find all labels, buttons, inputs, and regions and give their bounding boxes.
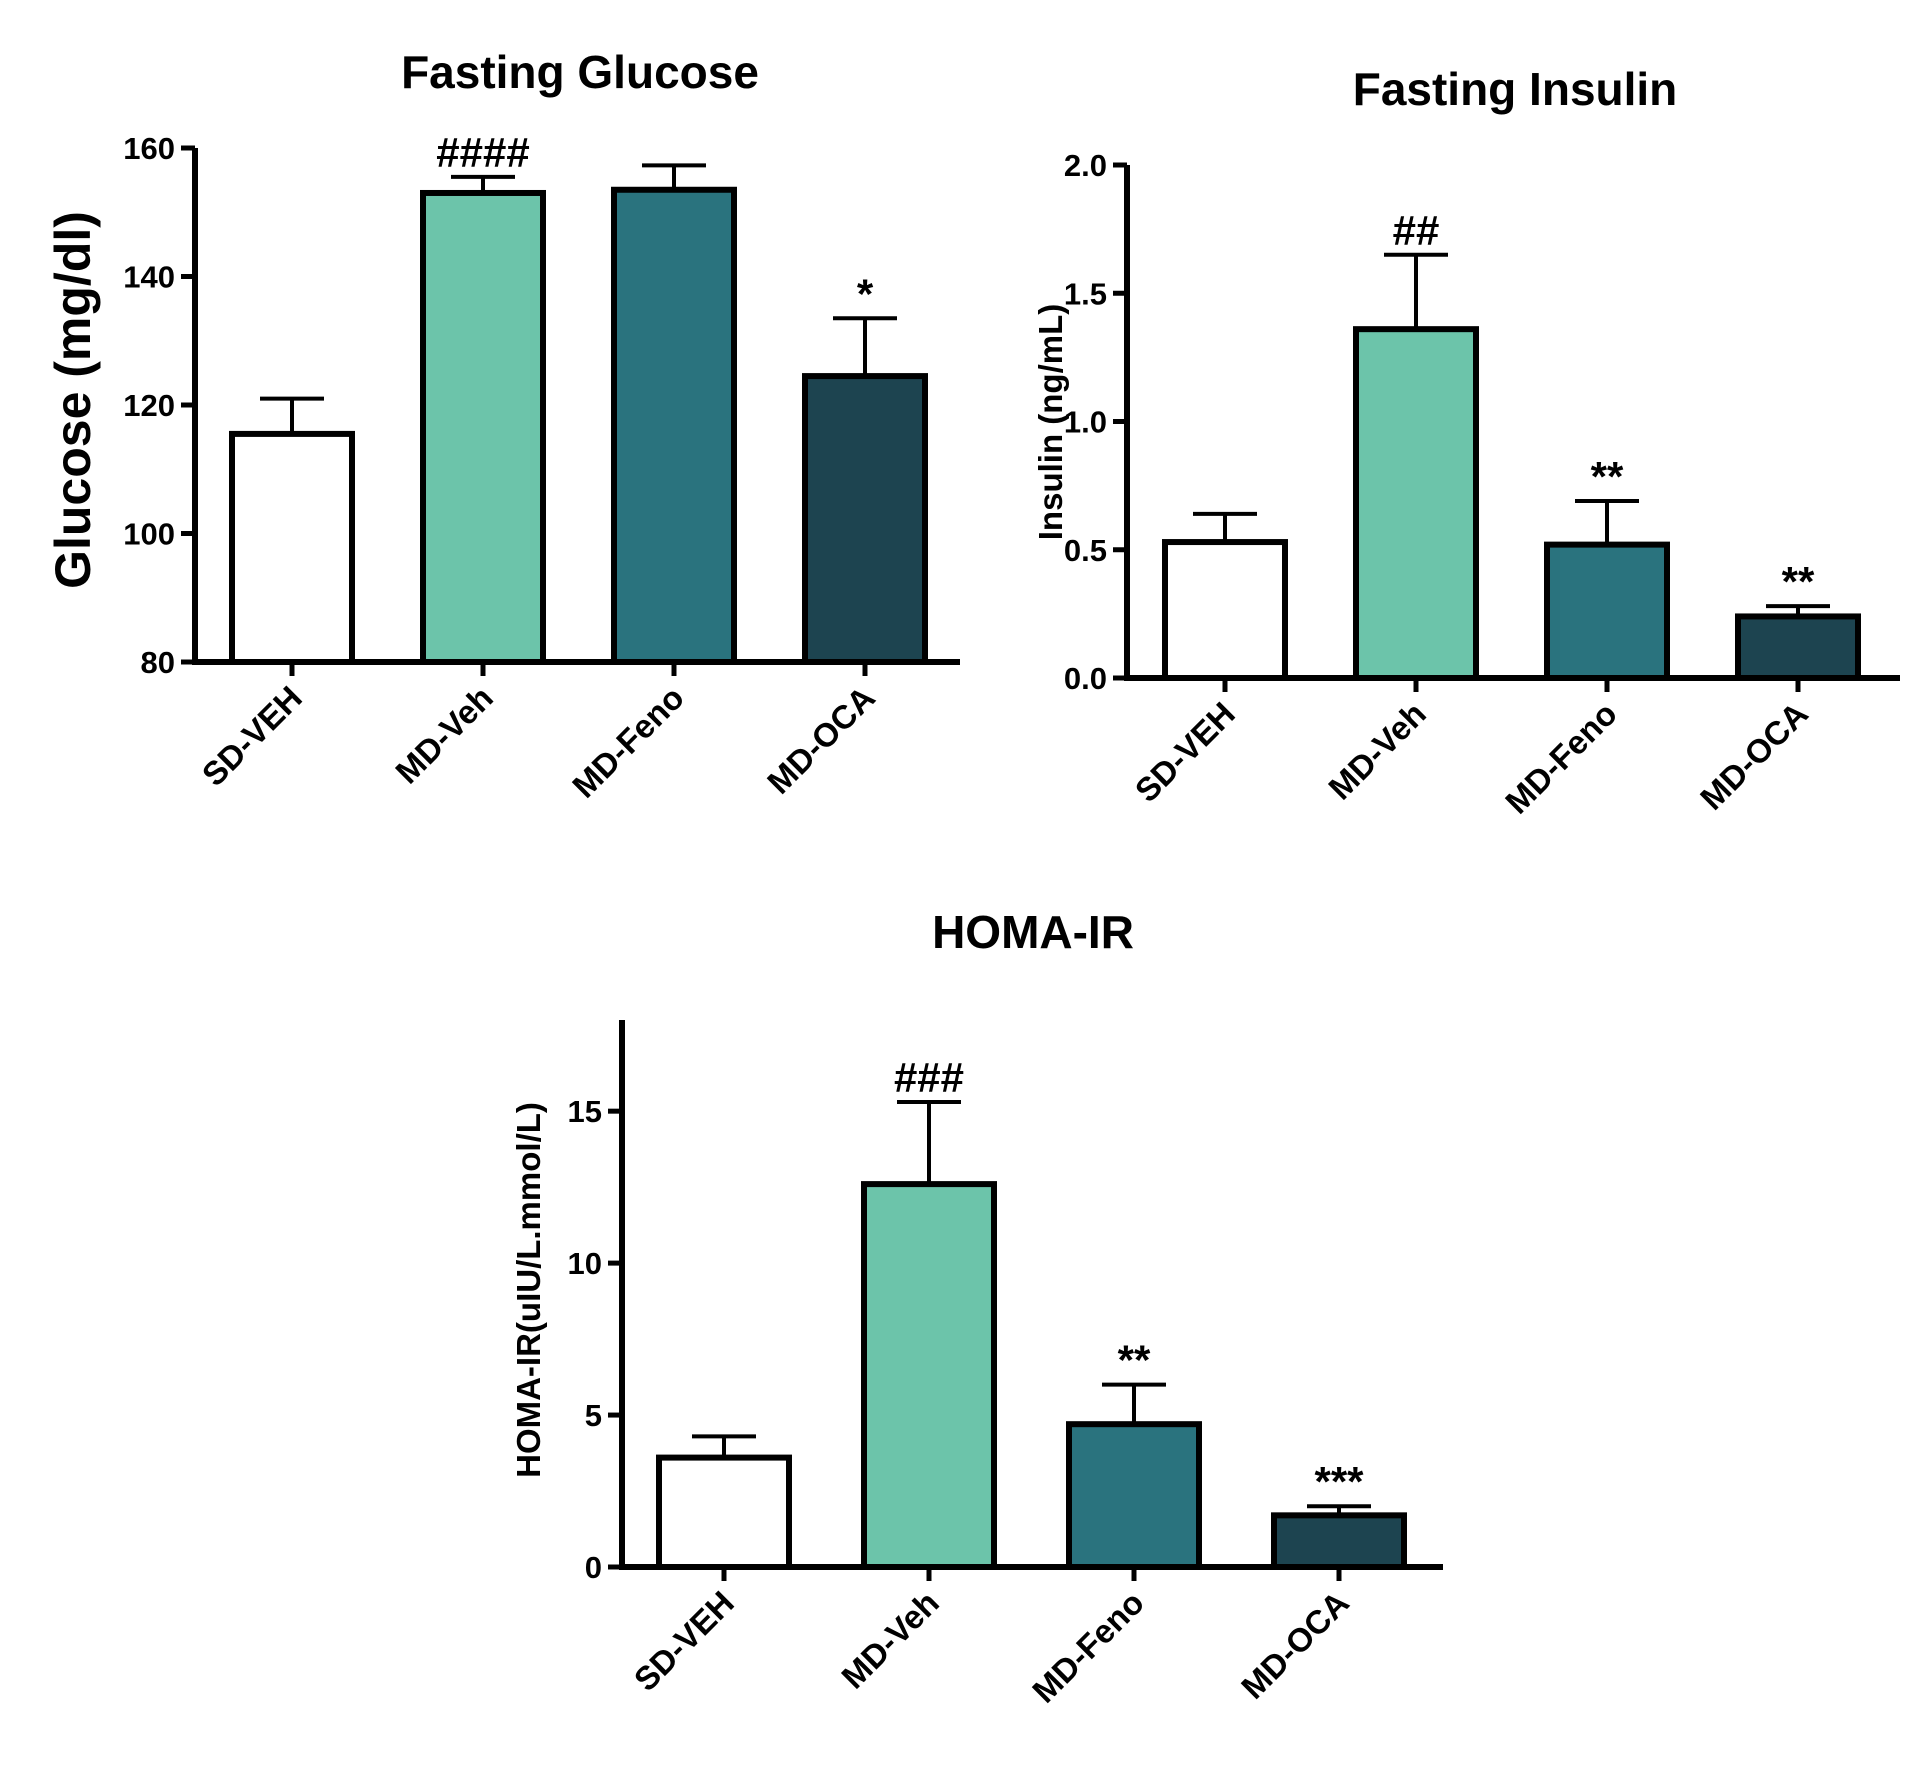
y-axis-label: Insulin (ng/mL) [1032,304,1069,540]
fasting-insulin-chart: Fasting Insulin Insulin (ng/mL) ## ** ** 0.… [1032,63,1900,821]
x-tick-label: MD-Feno [1025,1584,1151,1710]
bar [656,1454,792,1570]
x-tick-label: MD-Veh [1321,695,1433,807]
significance-label: ## [1393,207,1440,254]
y-axis-label: Glucose (mg/dl) [45,211,101,589]
y-tick-label: 10 [568,1246,602,1281]
fasting-glucose-chart: Fasting Glucose Glucose (mg/dl) #### * 80 1… [45,46,960,805]
x-tick-label: MD-OCA [1693,695,1815,817]
bar [802,373,928,665]
bar [1353,326,1479,681]
y-tick-label: 2.0 [1064,148,1107,183]
plot-marks: ## ** ** 0.0 0.5 1.0 1.5 2.0 SD-VEH MD-Veh MD-Feno… [1064,148,1900,821]
chart-title: HOMA-IR [932,906,1134,958]
x-tick-label: MD-OCA [760,679,882,801]
y-tick-label: 160 [123,131,175,166]
y-tick-label: 1.5 [1064,276,1107,311]
y-tick-label: 1.0 [1064,405,1107,440]
bar [1544,541,1670,681]
chart-title: Fasting Insulin [1353,63,1678,115]
x-tick-label: MD-Veh [834,1584,946,1696]
bar [229,430,355,665]
bar [1162,539,1288,681]
x-tick-label: MD-OCA [1234,1584,1356,1706]
y-tick-label: 0 [585,1550,602,1585]
significance-label: ** [1591,453,1624,500]
significance-label: #### [436,129,529,176]
y-tick-label: 120 [123,388,175,423]
y-tick-label: 15 [568,1094,602,1129]
y-tick-label: 5 [585,1398,602,1433]
y-axis-label: HOMA-IR(uIU/L.mmol/L) [510,1102,547,1478]
y-tick-label: 100 [123,517,175,552]
significance-label: *** [1314,1458,1364,1505]
bar [611,186,737,665]
plot-marks: #### * 80 100 120 140 160 SD-VEH MD-Veh MD-Feno MD… [123,129,960,805]
significance-label: ** [1118,1337,1151,1384]
y-tick-label: 140 [123,260,175,295]
chart-title: Fasting Glucose [401,46,759,98]
x-tick-label: SD-VEH [627,1584,741,1698]
significance-label: ### [894,1054,964,1101]
significance-label: * [857,270,874,317]
x-tick-label: SD-VEH [195,679,309,793]
significance-label: ** [1782,558,1815,605]
bar [420,189,546,665]
x-tick-label: MD-Veh [388,679,500,791]
x-tick-label: SD-VEH [1128,695,1242,809]
y-tick-label: 0.0 [1064,661,1107,696]
bar [1066,1421,1202,1571]
y-tick-label: 80 [141,645,175,680]
bar [1735,613,1861,682]
x-tick-label: MD-Feno [1498,695,1624,821]
x-tick-label: MD-Feno [565,679,691,805]
y-tick-label: 0.5 [1064,533,1107,568]
bar [861,1181,997,1570]
homa-ir-chart: HOMA-IR HOMA-IR(uIU/L.mmol/L) ###*****05… [510,906,1443,1710]
bar [1271,1512,1407,1570]
